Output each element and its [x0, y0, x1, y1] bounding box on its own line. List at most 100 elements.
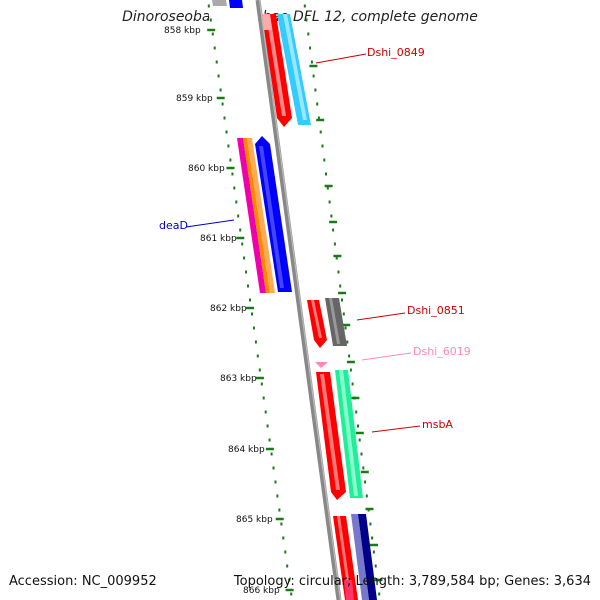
- gene-msbA[interactable]: msbA: [316, 370, 453, 500]
- guide-dot-R-38: [371, 536, 374, 540]
- guide-dot-R-0: [303, 4, 306, 8]
- guide-dot-R-33: [362, 466, 365, 470]
- gene-msbA-highlight: [320, 374, 340, 490]
- guide-dot-L-21: [249, 298, 251, 302]
- guide-dot-L-4: [215, 60, 218, 64]
- guide-dot-L-14: [235, 200, 238, 204]
- guide-dot-R-12: [325, 172, 327, 176]
- gene-Dshi_6019[interactable]: Dshi_6019: [315, 345, 471, 368]
- guide-dot-R-8: [317, 116, 320, 120]
- guide-dot-L-11: [229, 158, 232, 162]
- tick-label-858: 858 kbp: [164, 26, 201, 36]
- guide-dot-R-14: [328, 200, 331, 204]
- guide-dot-L-18: [243, 256, 246, 260]
- guide-dot-R-3: [309, 46, 312, 50]
- gene-msbA-label: msbA: [422, 418, 453, 431]
- guide-dot-L-29: [264, 410, 267, 414]
- guide-dot-L-15: [237, 214, 240, 218]
- tick-label-865: 865 kbp: [236, 515, 273, 525]
- guide-dot-L-32: [270, 452, 273, 456]
- tick-label-861: 861 kbp: [200, 234, 237, 244]
- tick-label-859: 859 kbp: [176, 94, 213, 104]
- gene-Dshi_0849-leader: [315, 53, 367, 64]
- gene-Dshi_0849[interactable]: Dshi_0849: [262, 14, 425, 127]
- guide-dot-R-19: [337, 270, 340, 274]
- gene-Dshi_6019-leader: [361, 352, 412, 361]
- guide-dot-R-10: [321, 144, 324, 148]
- guide-dot-R-35: [365, 494, 368, 498]
- guide-dot-L-12: [231, 172, 234, 176]
- guide-dot-R-31: [358, 438, 361, 442]
- guide-dot-R-7: [316, 102, 319, 106]
- partial-purple-feature: [351, 514, 369, 600]
- guide-dot-L-36: [278, 508, 281, 512]
- tick-label-866: 866 kbp: [243, 586, 280, 596]
- guide-dot-R-32: [360, 452, 363, 456]
- guide-dot-R-42: [378, 592, 381, 596]
- guide-dot-L-2: [211, 32, 214, 36]
- guide-dot-R-26: [349, 368, 352, 372]
- gene-Dshi_0851[interactable]: Dshi_0851: [307, 298, 465, 348]
- guide-dot-L-24: [254, 340, 257, 344]
- gene-orange-bar: [243, 138, 270, 293]
- partial-red-highlight: [337, 516, 352, 600]
- guide-dot-R-39: [372, 550, 375, 554]
- gene-Dshi_0851-label: Dshi_0851: [407, 304, 465, 317]
- guide-dot-R-21: [341, 298, 343, 302]
- guide-dot-R-11: [323, 158, 326, 162]
- guide-dot-L-27: [260, 382, 263, 386]
- guide-dot-L-3: [213, 46, 216, 50]
- guide-dot-R-5: [312, 74, 315, 78]
- guide-dot-L-1: [209, 18, 212, 22]
- gene-Dshi_0849-label: Dshi_0849: [367, 46, 425, 59]
- guide-dot-L-25: [256, 354, 259, 358]
- gene-Dshi_0851-highlight: [311, 300, 322, 338]
- tick-label-863: 863 kbp: [220, 374, 257, 384]
- guide-dot-L-5: [217, 74, 220, 78]
- guide-dot-L-26: [258, 368, 261, 372]
- gene-deaD-label: deaD: [159, 219, 188, 232]
- gene-msbA-leader: [371, 425, 421, 433]
- guide-dot-R-18: [335, 256, 338, 260]
- guide-dot-R-22: [342, 312, 345, 316]
- guide-dot-L-28: [262, 396, 265, 400]
- ruler-labels: 858 kbp 859 kbp 860 kbp 861 kbp 862 kbp …: [164, 26, 280, 596]
- guide-dot-L-37: [280, 522, 283, 526]
- guide-dot-L-20: [247, 284, 249, 288]
- genome-summary-text: Topology: circular; Length: 3,789,584 bp…: [233, 574, 591, 589]
- gene-Dshi_0849-highlight: [266, 14, 286, 116]
- partial-pink-feature: [344, 580, 354, 600]
- guide-dot-L-22: [251, 312, 253, 316]
- gene-orange-light-bar: [247, 138, 275, 293]
- gene-deaD-leader: [185, 219, 235, 228]
- guide-dot-L-30: [266, 424, 269, 428]
- gene-partial-bottom[interactable]: [333, 514, 377, 600]
- backbone-highlight: [258, 0, 342, 600]
- gene-partial-top[interactable]: [212, 0, 243, 8]
- guide-dot-L-9: [225, 130, 228, 134]
- guide-dot-R-37: [369, 522, 372, 526]
- guide-dot-L-39: [284, 550, 287, 554]
- guide-dot-R-9: [319, 130, 322, 134]
- accession-text: Accession: NC_009952: [9, 574, 157, 589]
- guide-dot-R-25: [348, 354, 351, 358]
- guide-dot-L-0: [207, 4, 210, 8]
- guide-dot-L-35: [276, 494, 279, 498]
- gene-magenta-bar: [237, 138, 266, 293]
- partial-gray-feature: [212, 0, 227, 6]
- guide-dot-L-16: [239, 228, 242, 232]
- guide-dot-R-27: [351, 382, 354, 386]
- gene-deaD[interactable]: deaD: [159, 136, 292, 293]
- guide-dot-R-2: [307, 32, 310, 36]
- guide-dot-L-19: [245, 270, 248, 274]
- guide-dot-R-16: [332, 228, 335, 232]
- guide-dot-R-13: [326, 186, 329, 190]
- guide-dot-R-40: [374, 564, 377, 568]
- partial-blue-feature: [229, 0, 243, 8]
- gene-Dshi_6019-label: Dshi_6019: [413, 345, 471, 358]
- guide-dot-R-6: [314, 88, 317, 92]
- guide-dot-L-38: [282, 536, 285, 540]
- guide-dot-R-23: [344, 326, 347, 330]
